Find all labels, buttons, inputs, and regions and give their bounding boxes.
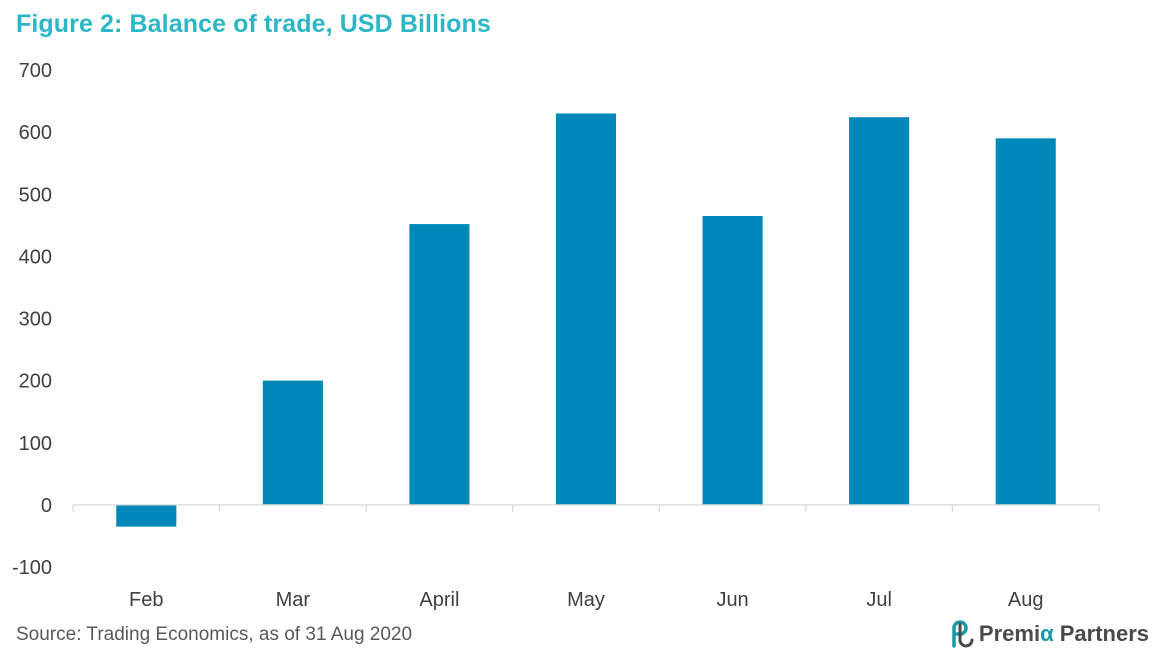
x-tick-label: Aug (1008, 589, 1044, 611)
y-axis-ticks: -100 0 100 200 300 400 500 600 700 (12, 60, 52, 579)
bar-may (555, 113, 617, 505)
logo-text-premi: Premi (978, 621, 1041, 646)
bar-feb (116, 504, 177, 527)
x-axis (72, 504, 1100, 512)
bar-jun (702, 215, 763, 505)
x-tick-label: Feb (129, 589, 163, 611)
y-tick-label: 100 (19, 433, 52, 455)
bars-group (116, 113, 1056, 527)
premia-partners-logo: Premiα Partners (948, 620, 1149, 648)
premia-logo-icon (948, 620, 974, 648)
y-tick-label: -100 (12, 557, 52, 579)
y-tick-label: 200 (19, 371, 52, 393)
logo-text-partners: Partners (1059, 621, 1149, 646)
x-axis-ticks: Feb Mar April May Jun Jul Aug (129, 589, 1043, 611)
x-tick-label: Jul (866, 589, 892, 611)
x-tick-label: April (419, 589, 459, 611)
x-tick-label: May (567, 589, 605, 611)
bar-jul (849, 117, 910, 505)
y-tick-label: 700 (19, 60, 52, 82)
bar-aug (995, 138, 1056, 505)
y-tick-label: 0 (41, 495, 52, 517)
x-tick-label: Mar (276, 589, 311, 611)
bar-april (409, 224, 470, 505)
y-tick-label: 300 (19, 309, 52, 331)
bar-mar (262, 380, 323, 505)
logo-text-alpha: α (1040, 621, 1054, 646)
chart-title: Figure 2: Balance of trade, USD Billions (16, 10, 491, 38)
source-note: Source: Trading Economics, as of 31 Aug … (16, 624, 413, 645)
y-tick-label: 600 (19, 122, 52, 144)
x-tick-label: Jun (716, 589, 748, 611)
y-tick-label: 400 (19, 246, 52, 268)
y-tick-label: 500 (19, 184, 52, 206)
